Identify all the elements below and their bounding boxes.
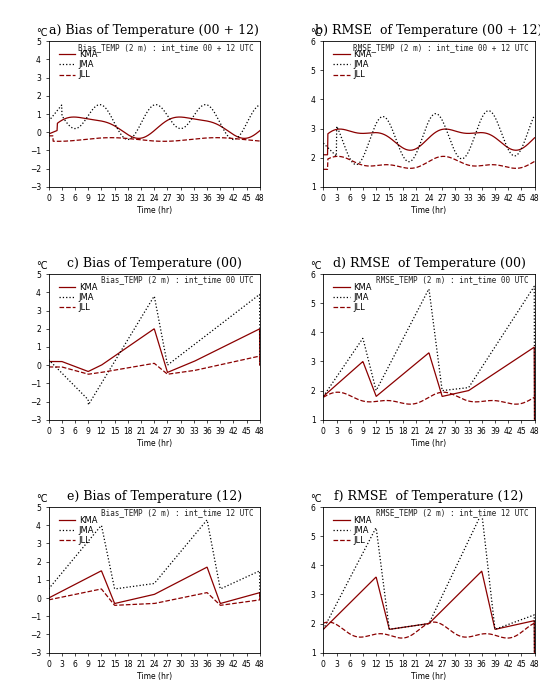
Text: RMSE_TEMP (2 m) : int_time 12 UTC: RMSE_TEMP (2 m) : int_time 12 UTC (376, 508, 528, 517)
Text: c) Bias of Temperature (00): c) Bias of Temperature (00) (67, 257, 242, 270)
Text: Bias_TEMP (2 m) : int_time 00 + 12 UTC: Bias_TEMP (2 m) : int_time 00 + 12 UTC (78, 43, 254, 52)
Legend: KMA, JMA, JLL: KMA, JMA, JLL (57, 514, 99, 547)
Text: °C: °C (310, 261, 322, 271)
Text: b) RMSE  of Temperature (00 + 12): b) RMSE of Temperature (00 + 12) (315, 24, 540, 37)
Legend: KMA, JMA, JLL: KMA, JMA, JLL (57, 48, 99, 81)
Text: d) RMSE  of Temperature (00): d) RMSE of Temperature (00) (333, 257, 525, 270)
Legend: KMA, JMA, JLL: KMA, JMA, JLL (332, 281, 374, 314)
X-axis label: Time (hr): Time (hr) (137, 672, 172, 681)
Text: °C: °C (310, 494, 322, 504)
Text: RMSE_TEMP (2 m) : int_time 00 UTC: RMSE_TEMP (2 m) : int_time 00 UTC (376, 275, 528, 284)
Text: RMSE_TEMP (2 m) : int_time 00 + 12 UTC: RMSE_TEMP (2 m) : int_time 00 + 12 UTC (353, 43, 528, 52)
Legend: KMA, JMA, JLL: KMA, JMA, JLL (57, 281, 99, 314)
Text: °C: °C (36, 494, 48, 504)
Legend: KMA, JMA, JLL: KMA, JMA, JLL (332, 514, 374, 547)
Text: °C: °C (310, 28, 322, 38)
Text: Bias_TEMP (2 m) : int_time 00 UTC: Bias_TEMP (2 m) : int_time 00 UTC (101, 275, 254, 284)
Text: Bias_TEMP (2 m) : int_time 12 UTC: Bias_TEMP (2 m) : int_time 12 UTC (101, 508, 254, 517)
Text: a) Bias of Temperature (00 + 12): a) Bias of Temperature (00 + 12) (49, 24, 259, 37)
X-axis label: Time (hr): Time (hr) (137, 206, 172, 215)
X-axis label: Time (hr): Time (hr) (411, 206, 447, 215)
X-axis label: Time (hr): Time (hr) (411, 439, 447, 448)
Legend: KMA, JMA, JLL: KMA, JMA, JLL (332, 48, 374, 81)
Text: e) Bias of Temperature (12): e) Bias of Temperature (12) (66, 490, 242, 503)
Text: °C: °C (36, 261, 48, 271)
Text: °C: °C (36, 28, 48, 38)
X-axis label: Time (hr): Time (hr) (411, 672, 447, 681)
X-axis label: Time (hr): Time (hr) (137, 439, 172, 448)
Text: f) RMSE  of Temperature (12): f) RMSE of Temperature (12) (334, 490, 524, 503)
